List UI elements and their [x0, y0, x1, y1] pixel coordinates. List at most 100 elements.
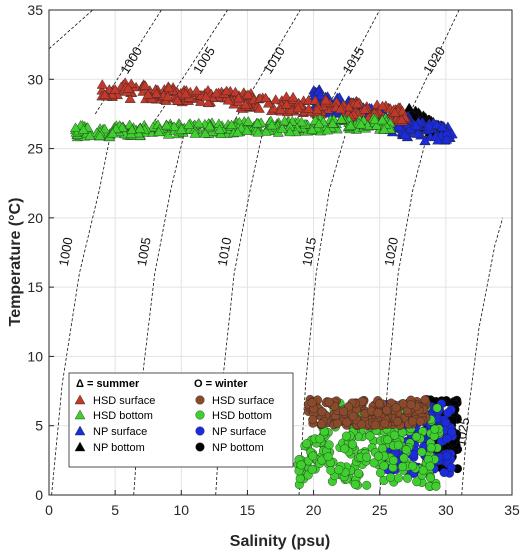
winter-hsd-surface-point: [348, 411, 358, 421]
legend-winter-marker: [195, 442, 205, 452]
winter-hsd-surface-point: [307, 398, 317, 408]
y-tick-label: 5: [35, 418, 43, 434]
isopycnal-upper: [405, 9, 460, 122]
winter-hsd-bottom-point: [334, 465, 344, 475]
summer-hsd-surface-point: [275, 104, 287, 114]
winter-hsd-bottom-point: [393, 440, 403, 450]
legend-winter-marker: [195, 426, 205, 436]
legend-summer-marker: [74, 409, 86, 420]
isopycnal-label-mid: 1000: [56, 236, 76, 267]
winter-hsd-bottom-point: [402, 473, 412, 483]
summer-hsd-bottom-point: [161, 119, 173, 130]
isopycnal-lower: [133, 134, 185, 496]
legend-summer-marker: [74, 441, 86, 452]
winter-hsd-surface-point: [415, 416, 425, 426]
winter-hsd-bottom-point: [296, 460, 306, 470]
winter-np-surface-point: [443, 408, 453, 418]
winter-hsd-bottom-point: [365, 431, 375, 441]
winter-hsd-bottom-point: [383, 435, 393, 445]
summer-np-surface-point: [436, 121, 448, 132]
summer-hsd-surface-point: [233, 92, 245, 103]
winter-hsd-bottom-point: [399, 453, 409, 463]
summer-hsd-bottom-point: [345, 120, 357, 130]
summer-np-surface-point: [441, 134, 453, 144]
isopycnal-lower: [379, 134, 428, 496]
winter-hsd-surface-point: [308, 415, 318, 425]
winter-hsd-bottom-point: [432, 403, 442, 413]
summer-hsd-bottom-point: [278, 115, 291, 126]
summer-hsd-surface-point: [109, 84, 121, 94]
winter-hsd-surface-point: [408, 416, 418, 426]
y-tick-label: 0: [35, 487, 43, 503]
isopycnal-label-low: 1025: [453, 416, 473, 447]
summer-hsd-surface-point: [190, 85, 203, 95]
legend-box: [68, 372, 294, 468]
winter-hsd-bottom-point: [308, 451, 318, 461]
winter-hsd-bottom-point: [393, 473, 403, 483]
grid: [48, 9, 513, 496]
winter-hsd-bottom-point: [425, 461, 435, 471]
isopycnal-label-mid: 1010: [215, 236, 235, 267]
winter-hsd-surface-point: [391, 403, 401, 413]
legend-summer-np-surface: NP surface: [93, 426, 147, 438]
isopycnal-lower: [461, 217, 504, 496]
winter-hsd-surface-point: [406, 400, 416, 410]
summer-hsd-surface-point: [142, 89, 154, 99]
summer-hsd-surface-point: [180, 88, 192, 99]
summer-hsd-bottom-point: [376, 114, 388, 125]
legend-winter-header: O = winter: [194, 378, 248, 390]
legend-winter-np-surface: NP surface: [212, 426, 266, 438]
winter-hsd-bottom-point: [431, 481, 441, 491]
y-tick-label: 25: [27, 141, 43, 157]
winter-hsd-bottom-point: [417, 447, 427, 457]
winter-hsd-bottom-point: [350, 479, 360, 489]
winter-hsd-surface-point: [339, 407, 349, 417]
y-tick-label: 30: [27, 71, 43, 87]
summer-hsd-bottom-point: [193, 117, 205, 128]
summer-hsd-surface-point: [343, 101, 355, 112]
isopycnal-label-top: 1005: [190, 44, 218, 76]
isopycnal-label-top: 1000: [117, 44, 145, 76]
y-tick-label: 35: [27, 2, 43, 18]
winter-hsd-bottom-point: [302, 439, 312, 449]
winter-hsd-bottom-point: [347, 439, 357, 449]
summer-hsd-surface-point: [311, 104, 323, 114]
winter-hsd-bottom-point: [425, 473, 435, 483]
summer-hsd-surface-point: [163, 82, 175, 92]
winter-hsd-bottom-point: [374, 451, 384, 461]
winter-hsd-surface-point: [393, 416, 403, 426]
winter-hsd-bottom-point: [369, 458, 379, 468]
summer-hsd-surface-point: [222, 95, 234, 105]
summer-hsd-surface-point: [99, 89, 111, 99]
summer-hsd-bottom-point: [313, 118, 325, 128]
summer-np-surface-point: [431, 119, 443, 129]
summer-hsd-surface-point: [150, 88, 162, 98]
y-axis-label: Temperature (°C): [7, 198, 24, 327]
isopycnal-label-mid: 1015: [299, 236, 319, 267]
summer-hsd-bottom-point: [153, 126, 165, 137]
isopycnal-label-top: 1010: [260, 44, 288, 76]
summer-hsd-surface-point: [270, 94, 282, 104]
isopycnal-lower: [51, 137, 111, 496]
isopycnal-upper: [48, 9, 93, 50]
summer-hsd-bottom-point: [116, 122, 128, 132]
summer-hsd-surface-point: [262, 98, 275, 108]
winter-hsd-bottom-point: [411, 432, 421, 442]
summer-hsd-bottom-point: [226, 119, 238, 129]
y-tick-label: 20: [27, 210, 43, 226]
winter-hsd-bottom-point: [401, 445, 411, 455]
x-tick-label: 30: [438, 502, 454, 518]
winter-hsd-surface-point: [420, 395, 430, 405]
winter-np-surface-point: [441, 418, 451, 428]
summer-np-surface-point: [410, 120, 422, 130]
winter-hsd-bottom-point: [418, 465, 428, 475]
summer-hsd-surface-point: [303, 103, 315, 113]
winter-hsd-surface-point: [332, 418, 342, 428]
x-tick-label: 10: [173, 502, 189, 518]
winter-hsd-bottom-point: [378, 443, 388, 453]
summer-hsd-surface-point: [242, 89, 254, 99]
data-points: [69, 77, 463, 491]
summer-hsd-surface-point: [359, 104, 371, 114]
summer-hsd-bottom-point: [214, 124, 226, 134]
summer-hsd-bottom-point: [296, 116, 308, 127]
